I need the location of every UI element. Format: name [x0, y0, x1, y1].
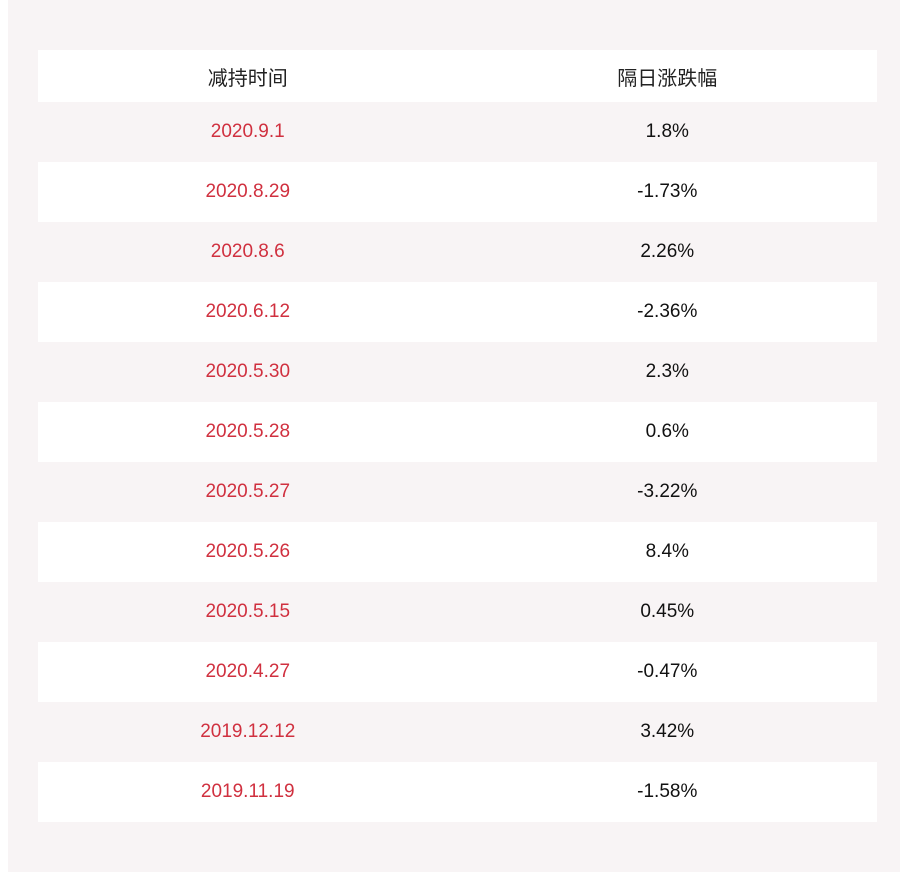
table-row: 2020.5.28 0.6%: [38, 402, 877, 462]
next-day-change-cell: -0.47%: [637, 661, 698, 682]
table-row: 2020.5.26 8.4%: [38, 522, 877, 582]
header-next-day-change: 隔日涨跌幅: [617, 67, 718, 90]
next-day-change-cell: 0.6%: [645, 421, 689, 442]
next-day-change-cell: -2.36%: [637, 301, 698, 322]
table-row: 2019.11.19 -1.58%: [38, 762, 877, 822]
reduction-table: 减持时间 隔日涨跌幅 2020.9.1 1.8% 2020.8.29 -1.73…: [38, 50, 877, 822]
table-header-row: 减持时间 隔日涨跌幅: [38, 50, 877, 102]
reduction-date-cell: 2020.5.30: [205, 361, 291, 382]
reduction-date-cell: 2020.6.12: [205, 301, 291, 322]
table-row: 2020.9.1 1.8%: [38, 102, 877, 162]
next-day-change-cell: -1.73%: [637, 181, 698, 202]
next-day-change-cell: -1.58%: [637, 781, 698, 802]
next-day-change-cell: 2.3%: [645, 361, 689, 382]
next-day-change-cell: 1.8%: [645, 121, 689, 142]
table-panel: 减持时间 隔日涨跌幅 2020.9.1 1.8% 2020.8.29 -1.73…: [8, 0, 900, 872]
reduction-date-cell: 2020.5.15: [205, 601, 291, 622]
table-row: 2020.8.29 -1.73%: [38, 162, 877, 222]
reduction-date-cell: 2020.8.6: [210, 241, 285, 262]
reduction-date-cell: 2019.12.12: [200, 721, 296, 742]
reduction-date-cell: 2020.4.27: [205, 661, 291, 682]
table-row: 2020.5.30 2.3%: [38, 342, 877, 402]
reduction-date-cell: 2020.9.1: [210, 121, 285, 142]
next-day-change-cell: 8.4%: [645, 541, 689, 562]
table-row: 2020.4.27 -0.47%: [38, 642, 877, 702]
next-day-change-cell: 2.26%: [640, 241, 695, 262]
reduction-date-cell: 2020.5.26: [205, 541, 291, 562]
table-row: 2019.12.12 3.42%: [38, 702, 877, 762]
table-row: 2020.6.12 -2.36%: [38, 282, 877, 342]
next-day-change-cell: -3.22%: [637, 481, 698, 502]
table-row: 2020.5.15 0.45%: [38, 582, 877, 642]
table-row: 2020.8.6 2.26%: [38, 222, 877, 282]
next-day-change-cell: 3.42%: [640, 721, 695, 742]
header-reduction-time: 减持时间: [207, 67, 288, 90]
reduction-date-cell: 2020.5.28: [205, 421, 291, 442]
reduction-date-cell: 2020.5.27: [205, 481, 291, 502]
reduction-date-cell: 2019.11.19: [200, 781, 295, 802]
next-day-change-cell: 0.45%: [640, 601, 695, 622]
table-row: 2020.5.27 -3.22%: [38, 462, 877, 522]
reduction-date-cell: 2020.8.29: [205, 181, 291, 202]
